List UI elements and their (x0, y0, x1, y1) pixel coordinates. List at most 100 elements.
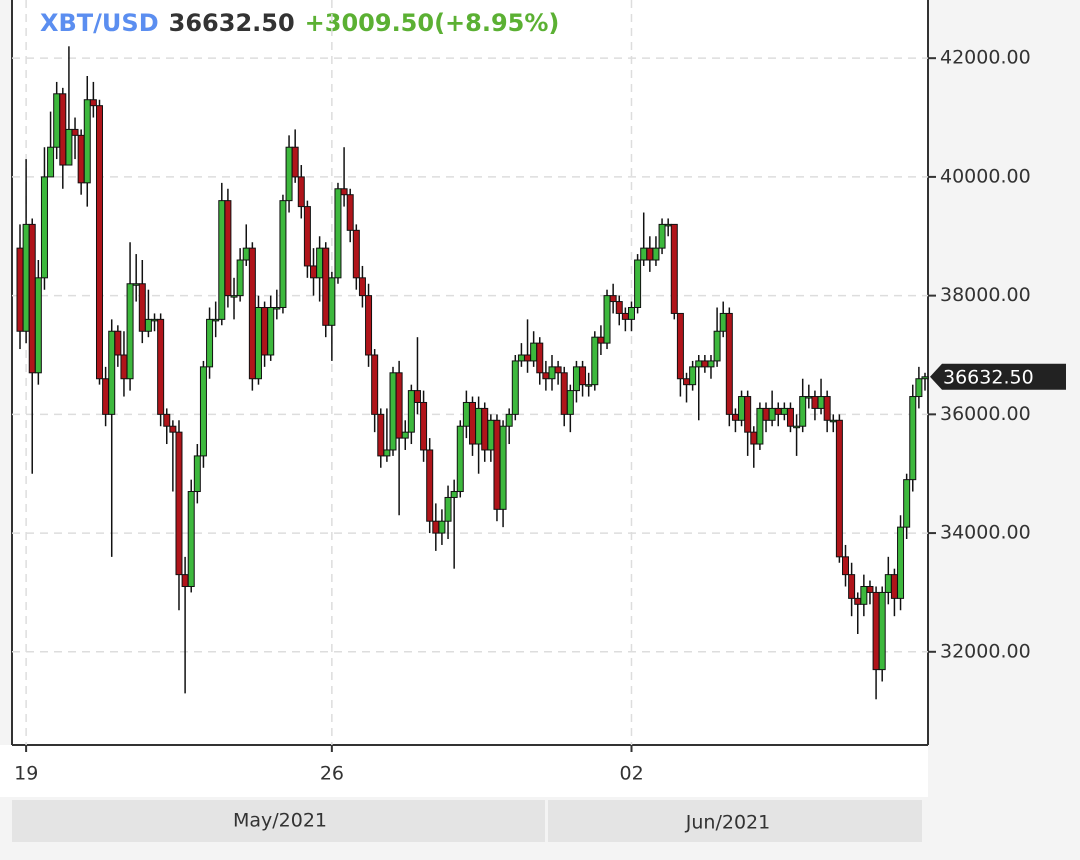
candle-body (346, 194, 354, 231)
candle-body (407, 390, 415, 433)
candle-body (157, 318, 165, 415)
candle-body (89, 99, 97, 107)
candle-body (756, 407, 764, 445)
candle-body (432, 520, 440, 534)
candle-body (102, 378, 110, 415)
candle-body (707, 360, 715, 368)
candle-body (750, 431, 758, 445)
candle-body (805, 396, 813, 399)
candle-body (322, 247, 330, 326)
candle-body (866, 586, 874, 593)
candle-body (358, 277, 366, 297)
candle-body (860, 586, 868, 605)
candle-body (151, 318, 159, 322)
candle-body (909, 396, 917, 481)
last-price-label: 36632.50 (943, 366, 1034, 388)
candle-body (187, 491, 195, 588)
x-tick-label: 02 (619, 763, 643, 785)
candle-body (371, 354, 379, 415)
candle-body (389, 372, 397, 451)
candle-body (352, 229, 360, 279)
candle-body (585, 384, 593, 387)
candle-body (817, 396, 825, 409)
candle-body (621, 312, 629, 320)
candle-body (218, 200, 226, 320)
candle-body (279, 200, 287, 308)
candle-body (579, 366, 587, 386)
candle-body (566, 390, 574, 415)
candle-body (40, 176, 48, 279)
candle-body (224, 200, 232, 297)
candle-body (108, 330, 116, 415)
candle-body (664, 223, 672, 227)
candle-body (652, 247, 660, 261)
candle-body (640, 247, 648, 261)
candle-body (77, 134, 85, 184)
header: XBT/USD 36632.50 +3009.50(+8.95%) (40, 9, 559, 37)
candle-body (670, 223, 678, 314)
candle-body (475, 407, 483, 445)
month-label: Jun/2021 (685, 812, 770, 834)
candle-body (719, 312, 727, 332)
candle-body (731, 413, 739, 421)
candle-body (401, 431, 409, 439)
change: +3009.50(+8.95%) (305, 9, 560, 37)
candle-body (199, 366, 207, 457)
candle-body (114, 330, 122, 356)
candle-body (175, 431, 183, 576)
candle-body (395, 372, 403, 439)
candle-body (126, 283, 134, 380)
candle-body (426, 449, 434, 522)
candle-body (132, 283, 140, 286)
candle-body (303, 206, 311, 267)
candle-body (890, 574, 898, 599)
candle-body (493, 419, 501, 510)
candle-body (848, 574, 856, 599)
candle-body (713, 330, 721, 362)
month-band (548, 800, 922, 842)
candle-body (487, 419, 495, 451)
candle-body (53, 93, 61, 148)
candle-body (22, 223, 30, 332)
candle-body (469, 401, 476, 445)
candle-body (310, 265, 318, 279)
y-tick-label: 40000.00 (940, 165, 1031, 187)
candle-body (16, 247, 24, 332)
candle-body (169, 425, 177, 433)
candle-body (683, 378, 691, 386)
candle-body (261, 306, 269, 356)
candles (16, 46, 929, 700)
candle-body (413, 390, 421, 403)
candle-body (267, 306, 275, 356)
candle-body (572, 366, 580, 392)
candle-body (542, 372, 550, 380)
candle-body (854, 597, 862, 605)
candle-body (878, 591, 886, 671)
candle-body (420, 401, 428, 451)
candle-body (835, 419, 843, 558)
last-price: 36632.50 (169, 9, 295, 37)
candle-body (328, 277, 336, 326)
candle-body (193, 455, 201, 493)
candle-body (230, 295, 238, 298)
candle-body (921, 376, 929, 380)
candle-body (248, 247, 256, 380)
candle-body (285, 146, 293, 202)
candle-body (242, 247, 250, 261)
candle-body (676, 312, 684, 380)
candle-body (505, 413, 513, 427)
candle-body (291, 146, 299, 178)
candle-body (254, 306, 262, 380)
candle-body (609, 295, 617, 303)
candle-body (450, 491, 458, 498)
candle-body (120, 354, 128, 380)
plot-area (12, 0, 928, 745)
candle-body (591, 336, 599, 386)
x-tick-label: 19 (14, 763, 38, 785)
candle-body (823, 396, 831, 421)
candle-body (646, 247, 654, 261)
candle-body (47, 146, 55, 178)
candle-body (34, 277, 42, 374)
candle-body (65, 128, 73, 166)
candle-body (365, 295, 373, 356)
